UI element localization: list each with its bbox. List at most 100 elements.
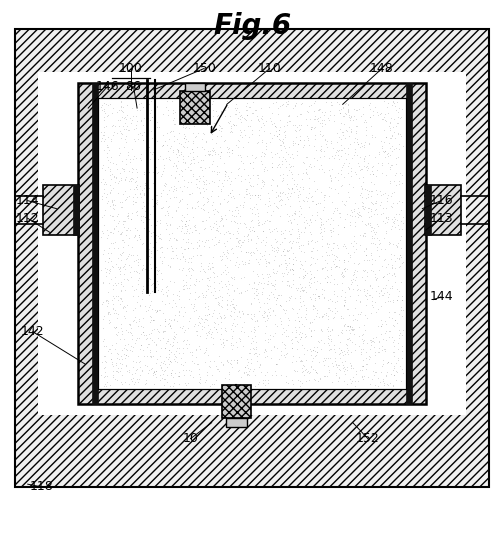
Point (200, 112, 208, 120)
Point (353, 280, 361, 289)
Point (181, 366, 190, 374)
Point (333, 203, 341, 212)
Point (273, 131, 281, 140)
Point (335, 263, 343, 272)
Point (125, 192, 133, 200)
Point (127, 324, 135, 333)
Point (394, 292, 402, 301)
Point (385, 139, 393, 148)
Point (279, 152, 287, 161)
Point (118, 371, 126, 379)
Point (112, 367, 120, 376)
Point (392, 359, 400, 368)
Point (195, 277, 203, 285)
Point (331, 151, 339, 159)
Point (173, 343, 181, 352)
Point (136, 190, 144, 198)
Point (356, 297, 364, 305)
Point (394, 129, 402, 137)
Point (261, 247, 269, 255)
Point (313, 309, 321, 317)
Point (383, 371, 391, 379)
Point (218, 254, 226, 263)
Point (371, 205, 380, 214)
Point (112, 331, 120, 340)
Point (97, 178, 105, 186)
Point (276, 301, 284, 309)
Point (297, 284, 305, 293)
Point (186, 314, 194, 322)
Point (201, 299, 209, 307)
Point (128, 335, 136, 343)
Point (331, 354, 339, 362)
Point (243, 151, 251, 160)
Point (155, 328, 163, 337)
Point (183, 324, 192, 332)
Point (338, 163, 346, 172)
Point (342, 326, 350, 334)
Point (390, 336, 398, 345)
Point (131, 136, 139, 145)
Point (153, 137, 161, 146)
Point (233, 242, 241, 250)
Point (133, 207, 141, 216)
Point (317, 215, 325, 223)
Point (121, 286, 129, 295)
Point (221, 324, 229, 332)
Point (348, 322, 356, 331)
Point (366, 345, 374, 353)
Point (111, 273, 119, 282)
Point (294, 338, 302, 346)
Point (282, 101, 290, 110)
Point (363, 271, 371, 280)
Point (390, 342, 398, 350)
Point (245, 367, 254, 376)
Point (119, 107, 127, 116)
Point (182, 339, 190, 348)
Point (278, 330, 286, 338)
Point (376, 322, 385, 330)
Point (131, 369, 139, 377)
Point (105, 265, 113, 274)
Point (386, 118, 394, 126)
Point (391, 144, 399, 153)
Point (347, 113, 355, 121)
Point (205, 328, 213, 337)
Point (106, 211, 114, 219)
Point (260, 299, 268, 307)
Point (98, 164, 106, 172)
Point (354, 291, 362, 299)
Point (114, 227, 122, 235)
Point (149, 228, 157, 236)
Point (301, 153, 309, 162)
Text: 118: 118 (29, 480, 53, 493)
Point (106, 171, 114, 179)
Point (115, 121, 123, 130)
Point (200, 349, 208, 358)
Point (102, 297, 110, 305)
Point (184, 283, 193, 292)
Point (361, 326, 369, 334)
Point (247, 284, 256, 293)
Point (362, 244, 370, 253)
Point (351, 218, 359, 226)
Point (204, 327, 212, 336)
Point (297, 246, 305, 255)
Point (176, 101, 184, 109)
Point (283, 210, 291, 218)
Point (390, 99, 398, 108)
Point (349, 236, 357, 245)
Point (333, 146, 341, 154)
Point (335, 361, 343, 369)
Point (293, 219, 301, 228)
Point (217, 185, 225, 194)
Point (109, 243, 117, 252)
Point (250, 323, 258, 332)
Point (269, 290, 277, 299)
Point (222, 148, 230, 156)
Point (105, 188, 113, 196)
Point (288, 328, 296, 337)
Point (194, 320, 202, 329)
Point (260, 279, 268, 287)
Point (297, 356, 305, 365)
